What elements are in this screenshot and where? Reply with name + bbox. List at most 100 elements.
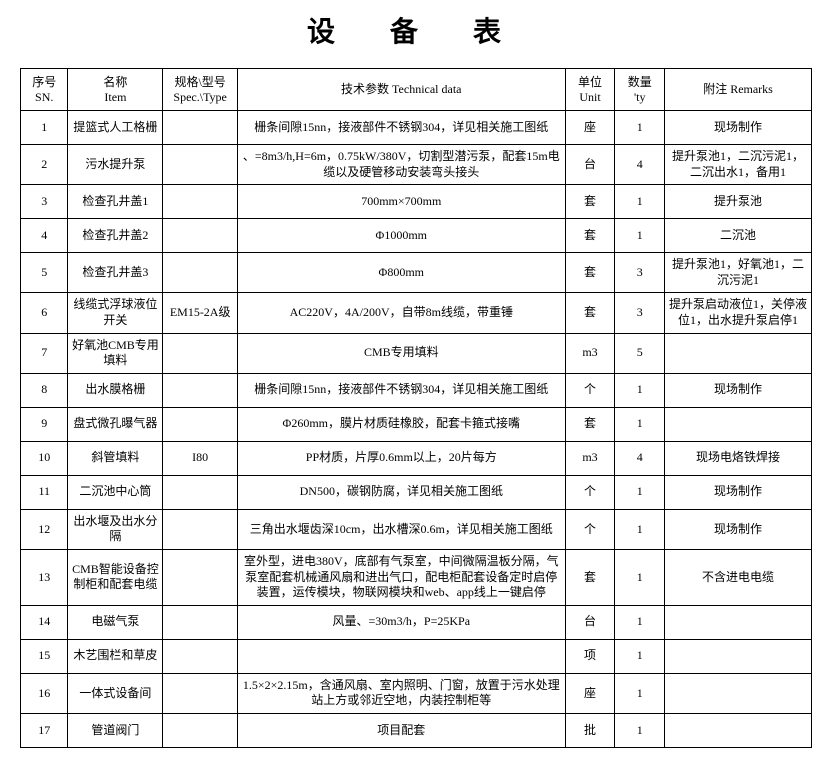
cell-unit: 个 — [565, 475, 615, 509]
cell-sn: 8 — [21, 373, 68, 407]
cell-qty: 1 — [615, 373, 665, 407]
cell-item: 提篮式人工格栅 — [68, 111, 163, 145]
cell-tech: 1.5×2×2.15m，含通风扇、室内照明、门窗，放置于污水处理站上方或邻近空地… — [237, 673, 565, 713]
table-row: 10斜管填料I80PP材质，片厚0.6mm以上，20片每方m34现场电烙铁焊接 — [21, 441, 812, 475]
cell-unit: 个 — [565, 373, 615, 407]
cell-spec — [163, 407, 238, 441]
cell-tech: 风量、=30m3/h，P=25KPa — [237, 605, 565, 639]
table-row: 12出水堰及出水分隔三角出水堰齿深10cm，出水槽深0.6m，详见相关施工图纸个… — [21, 509, 812, 549]
cell-remarks: 不含进电电缆 — [665, 549, 812, 605]
table-row: 6线缆式浮球液位开关EM15-2A级AC220V，4A/200V，自带8m线缆，… — [21, 293, 812, 333]
table-row: 2污水提升泵、=8m3/h,H=6m，0.75kW/380V，切割型潜污泵，配套… — [21, 145, 812, 185]
cell-spec — [163, 253, 238, 293]
cell-tech: 栅条间隙15nn，接液部件不锈钢304，详见相关施工图纸 — [237, 111, 565, 145]
cell-qty: 5 — [615, 333, 665, 373]
cell-spec — [163, 373, 238, 407]
cell-spec — [163, 673, 238, 713]
cell-remarks — [665, 639, 812, 673]
cell-item: 污水提升泵 — [68, 145, 163, 185]
cell-sn: 10 — [21, 441, 68, 475]
cell-tech: 项目配套 — [237, 713, 565, 747]
cell-sn: 1 — [21, 111, 68, 145]
table-row: 4检查孔井盖2Φ1000mm套1二沉池 — [21, 219, 812, 253]
cell-spec — [163, 219, 238, 253]
cell-sn: 15 — [21, 639, 68, 673]
cell-unit: 套 — [565, 407, 615, 441]
cell-qty: 1 — [615, 713, 665, 747]
table-row: 14电磁气泵风量、=30m3/h，P=25KPa台1 — [21, 605, 812, 639]
cell-unit: 个 — [565, 509, 615, 549]
cell-tech: Φ260mm，膜片材质硅橡胶，配套卡箍式接嘴 — [237, 407, 565, 441]
cell-remarks: 现场制作 — [665, 475, 812, 509]
cell-tech: 栅条间隙15nn，接液部件不锈钢304，详见相关施工图纸 — [237, 373, 565, 407]
header-spec: 规格\型号 Spec.\Type — [163, 69, 238, 111]
cell-unit: 台 — [565, 145, 615, 185]
header-sn: 序号 SN. — [21, 69, 68, 111]
table-row: 17管道阀门项目配套批1 — [21, 713, 812, 747]
cell-tech: Φ1000mm — [237, 219, 565, 253]
cell-remarks: 提升泵启动液位1，关停液位1，出水提升泵启停1 — [665, 293, 812, 333]
cell-qty: 4 — [615, 145, 665, 185]
cell-spec — [163, 145, 238, 185]
cell-item: CMB智能设备控制柜和配套电缆 — [68, 549, 163, 605]
cell-sn: 9 — [21, 407, 68, 441]
cell-unit: 套 — [565, 253, 615, 293]
table-row: 9盘式微孔曝气器Φ260mm，膜片材质硅橡胶，配套卡箍式接嘴套1 — [21, 407, 812, 441]
cell-tech — [237, 639, 565, 673]
cell-qty: 1 — [615, 111, 665, 145]
cell-unit: 套 — [565, 549, 615, 605]
table-row: 13CMB智能设备控制柜和配套电缆 室外型，进电380V，底部有气泵室，中间微隔温… — [21, 549, 812, 605]
cell-tech: 700mm×700mm — [237, 185, 565, 219]
equipment-table: 序号 SN. 名称 Item 规格\型号 Spec.\Type 技术参数 Tec… — [20, 68, 812, 748]
cell-item: 一体式设备间 — [68, 673, 163, 713]
cell-tech: DN500，碳钢防腐，详见相关施工图纸 — [237, 475, 565, 509]
cell-tech: AC220V，4A/200V，自带8m线缆，带重锤 — [237, 293, 565, 333]
header-unit: 单位 Unit — [565, 69, 615, 111]
cell-qty: 3 — [615, 253, 665, 293]
cell-tech: CMB专用填料 — [237, 333, 565, 373]
cell-spec — [163, 475, 238, 509]
cell-remarks: 提升泵池1，二沉污泥1，二沉出水1，备用1 — [665, 145, 812, 185]
table-row: 3检查孔井盖1700mm×700mm套1提升泵池 — [21, 185, 812, 219]
cell-sn: 17 — [21, 713, 68, 747]
cell-item: 木艺围栏和草皮 — [68, 639, 163, 673]
header-item: 名称 Item — [68, 69, 163, 111]
cell-spec — [163, 111, 238, 145]
cell-spec — [163, 333, 238, 373]
cell-sn: 11 — [21, 475, 68, 509]
header-tech: 技术参数 Technical data — [237, 69, 565, 111]
table-header-row: 序号 SN. 名称 Item 规格\型号 Spec.\Type 技术参数 Tec… — [21, 69, 812, 111]
cell-unit: 套 — [565, 185, 615, 219]
cell-remarks — [665, 713, 812, 747]
cell-remarks — [665, 333, 812, 373]
cell-item: 线缆式浮球液位开关 — [68, 293, 163, 333]
cell-qty: 1 — [615, 605, 665, 639]
cell-remarks — [665, 673, 812, 713]
cell-sn: 7 — [21, 333, 68, 373]
cell-sn: 5 — [21, 253, 68, 293]
cell-spec: I80 — [163, 441, 238, 475]
cell-item: 好氧池CMB专用填料 — [68, 333, 163, 373]
table-row: 7好氧池CMB专用填料CMB专用填料m35 — [21, 333, 812, 373]
cell-sn: 16 — [21, 673, 68, 713]
cell-spec — [163, 509, 238, 549]
cell-qty: 1 — [615, 475, 665, 509]
cell-qty: 3 — [615, 293, 665, 333]
cell-remarks: 提升泵池1，好氧池1，二沉污泥1 — [665, 253, 812, 293]
cell-remarks: 提升泵池 — [665, 185, 812, 219]
cell-qty: 1 — [615, 407, 665, 441]
cell-sn: 13 — [21, 549, 68, 605]
cell-remarks: 现场电烙铁焊接 — [665, 441, 812, 475]
cell-unit: 套 — [565, 293, 615, 333]
cell-tech: 室外型，进电380V，底部有气泵室，中间微隔温板分隔，气泵室配套机械通风扇和进出… — [237, 549, 565, 605]
header-qty: 数量 'ty — [615, 69, 665, 111]
cell-item: 出水堰及出水分隔 — [68, 509, 163, 549]
cell-spec — [163, 639, 238, 673]
cell-item: 检查孔井盖2 — [68, 219, 163, 253]
cell-sn: 12 — [21, 509, 68, 549]
cell-qty: 1 — [615, 639, 665, 673]
header-remarks: 附注 Remarks — [665, 69, 812, 111]
cell-tech: 、=8m3/h,H=6m，0.75kW/380V，切割型潜污泵，配套15m电缆以… — [237, 145, 565, 185]
cell-sn: 3 — [21, 185, 68, 219]
cell-spec — [163, 713, 238, 747]
